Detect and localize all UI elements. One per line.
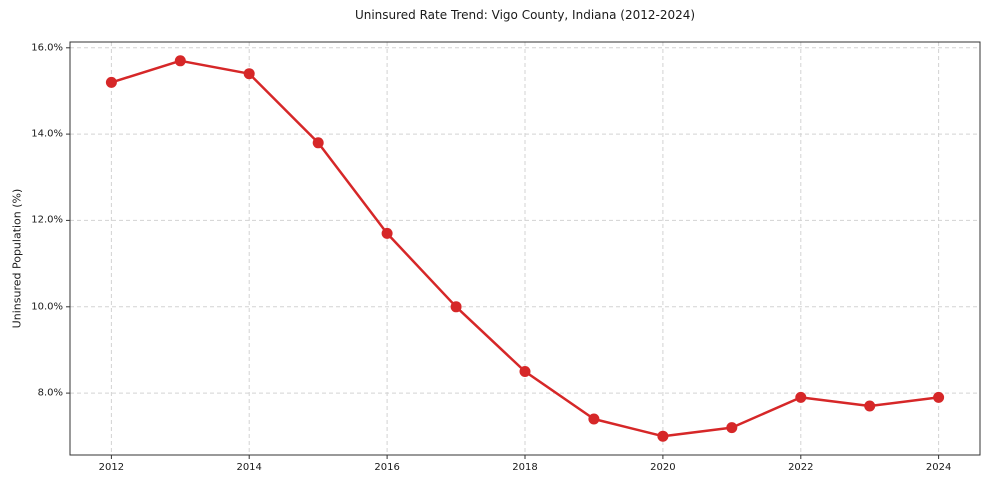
- data-point: [795, 391, 807, 403]
- y-tick-label: 12.0%: [31, 214, 63, 226]
- data-point: [243, 68, 255, 80]
- x-tick-label: 2016: [374, 462, 400, 473]
- data-point: [726, 422, 738, 434]
- data-point: [864, 400, 876, 412]
- x-tick-label: 2020: [650, 462, 676, 473]
- y-tick-label: 8.0%: [37, 387, 63, 399]
- x-tick-label: 2014: [236, 462, 262, 473]
- data-point: [174, 55, 186, 67]
- y-tick-label: 14.0%: [31, 128, 63, 140]
- data-point: [312, 137, 324, 149]
- data-point: [381, 227, 393, 239]
- x-tick-label: 2012: [98, 462, 125, 473]
- chart-title: Uninsured Rate Trend: Vigo County, India…: [354, 8, 696, 22]
- plot-border: [69, 41, 981, 456]
- data-point: [450, 301, 462, 313]
- data-point: [657, 430, 669, 442]
- data-point: [933, 391, 945, 403]
- y-tick-label: 16.0%: [31, 42, 63, 54]
- data-point: [519, 366, 531, 377]
- x-tick-label: 2022: [788, 462, 814, 473]
- x-tick-label: 2018: [512, 462, 538, 473]
- data-point: [588, 413, 600, 425]
- data-point: [105, 76, 117, 88]
- x-tick-label: 2024: [925, 462, 952, 473]
- y-tick-label: 10.0%: [31, 301, 63, 313]
